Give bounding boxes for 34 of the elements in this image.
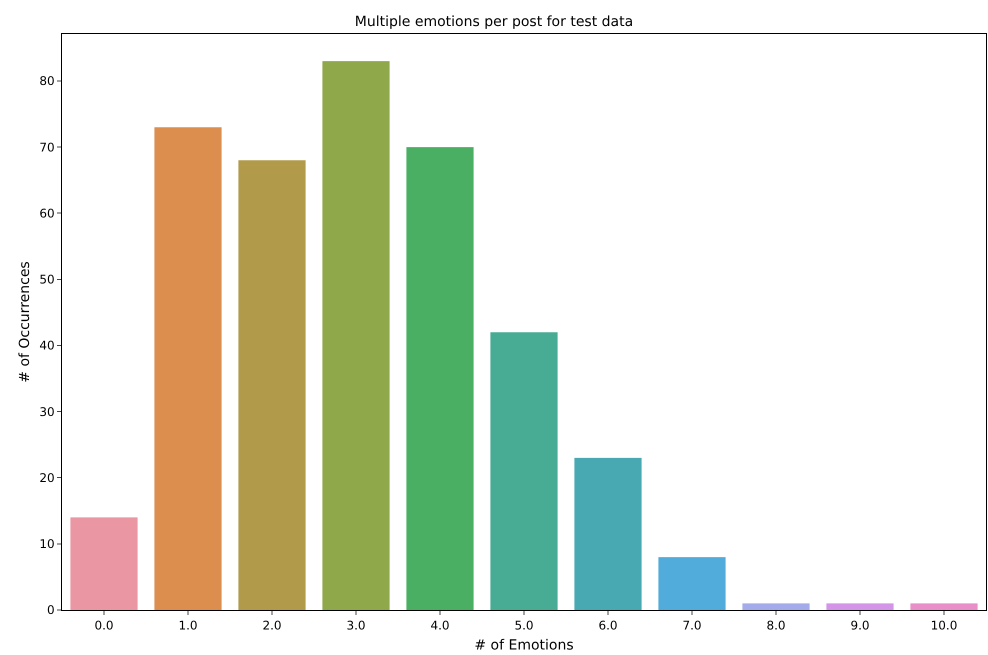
bar bbox=[910, 603, 978, 610]
x-tick-label: 2.0 bbox=[262, 618, 282, 632]
x-tick-label: 6.0 bbox=[598, 618, 618, 632]
bar bbox=[826, 603, 894, 610]
y-tick-label: 50 bbox=[39, 272, 55, 287]
bar bbox=[742, 603, 810, 610]
bar bbox=[406, 147, 474, 610]
y-axis-title: # of Occurrences bbox=[16, 261, 33, 383]
bar bbox=[70, 517, 138, 610]
y-tick-label: 20 bbox=[39, 470, 55, 485]
x-tick-label: 0.0 bbox=[94, 618, 114, 632]
x-tick-label: 9.0 bbox=[850, 618, 870, 632]
x-tick-label: 5.0 bbox=[514, 618, 534, 632]
x-tick-label: 10.0 bbox=[930, 618, 958, 632]
bar bbox=[322, 61, 390, 610]
bar bbox=[490, 332, 558, 610]
x-tick-label: 4.0 bbox=[430, 618, 450, 632]
y-tick-label: 70 bbox=[39, 140, 55, 154]
y-tick-label: 60 bbox=[39, 206, 55, 220]
x-tick-label: 1.0 bbox=[178, 618, 198, 632]
y-tick-label: 0 bbox=[46, 603, 55, 618]
y-tick-label: 30 bbox=[39, 404, 55, 419]
x-tick-label: 7.0 bbox=[682, 618, 702, 632]
y-tick-label: 40 bbox=[39, 338, 55, 353]
bar bbox=[154, 127, 222, 610]
bar bbox=[658, 557, 726, 610]
bar bbox=[574, 458, 642, 610]
x-tick-label: 3.0 bbox=[346, 618, 366, 632]
chart-title: Multiple emotions per post for test data bbox=[354, 14, 634, 30]
bar bbox=[238, 160, 306, 610]
y-tick-label: 10 bbox=[39, 537, 55, 552]
y-tick-label: 80 bbox=[39, 74, 55, 88]
x-axis-title: # of Emotions bbox=[474, 638, 574, 654]
x-tick-label: 8.0 bbox=[766, 618, 786, 632]
